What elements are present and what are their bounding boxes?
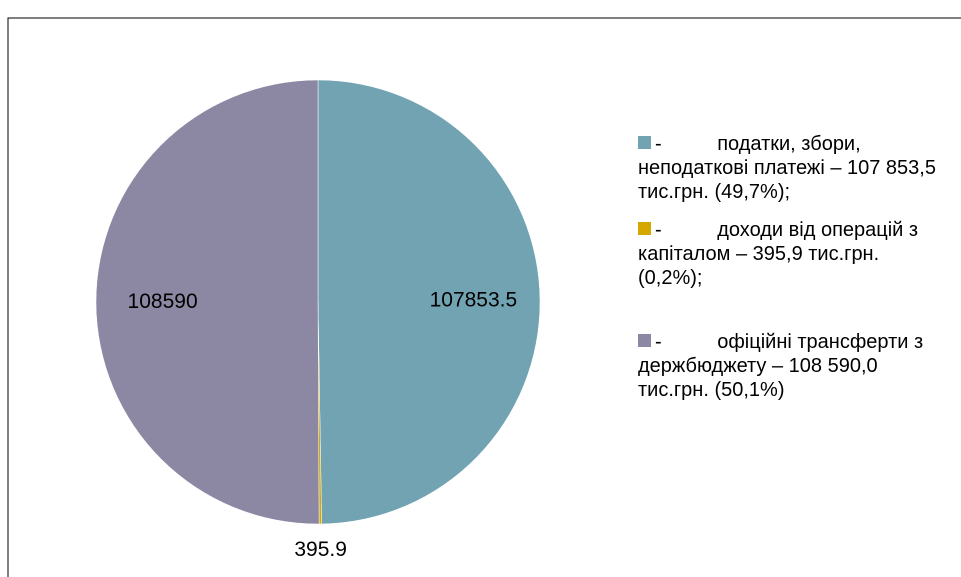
legend-entry: - доходи від операцій з капіталом – 395,… <box>638 218 948 290</box>
data-label: 395.9 <box>294 538 347 561</box>
pie-slice <box>317 79 541 525</box>
legend-swatch <box>638 222 651 235</box>
data-label: 108590 <box>128 290 198 313</box>
legend-entry: - офіційні трансферти з держбюджету – 10… <box>638 330 948 402</box>
legend-entry: - податки, збори, неподаткові платежі – … <box>638 132 948 204</box>
legend-label: - доходи від операцій з капіталом – 395,… <box>638 219 924 289</box>
legend-swatch <box>638 136 651 149</box>
legend-label: - податки, збори, неподаткові платежі – … <box>638 133 942 203</box>
legend-label: - офіційні трансферти з держбюджету – 10… <box>638 331 929 401</box>
legend: - податки, збори, неподаткові платежі – … <box>638 132 948 402</box>
legend-swatch <box>638 334 651 347</box>
pie-slice <box>95 79 320 525</box>
frame <box>7 17 961 577</box>
data-label: 107853.5 <box>430 288 518 311</box>
